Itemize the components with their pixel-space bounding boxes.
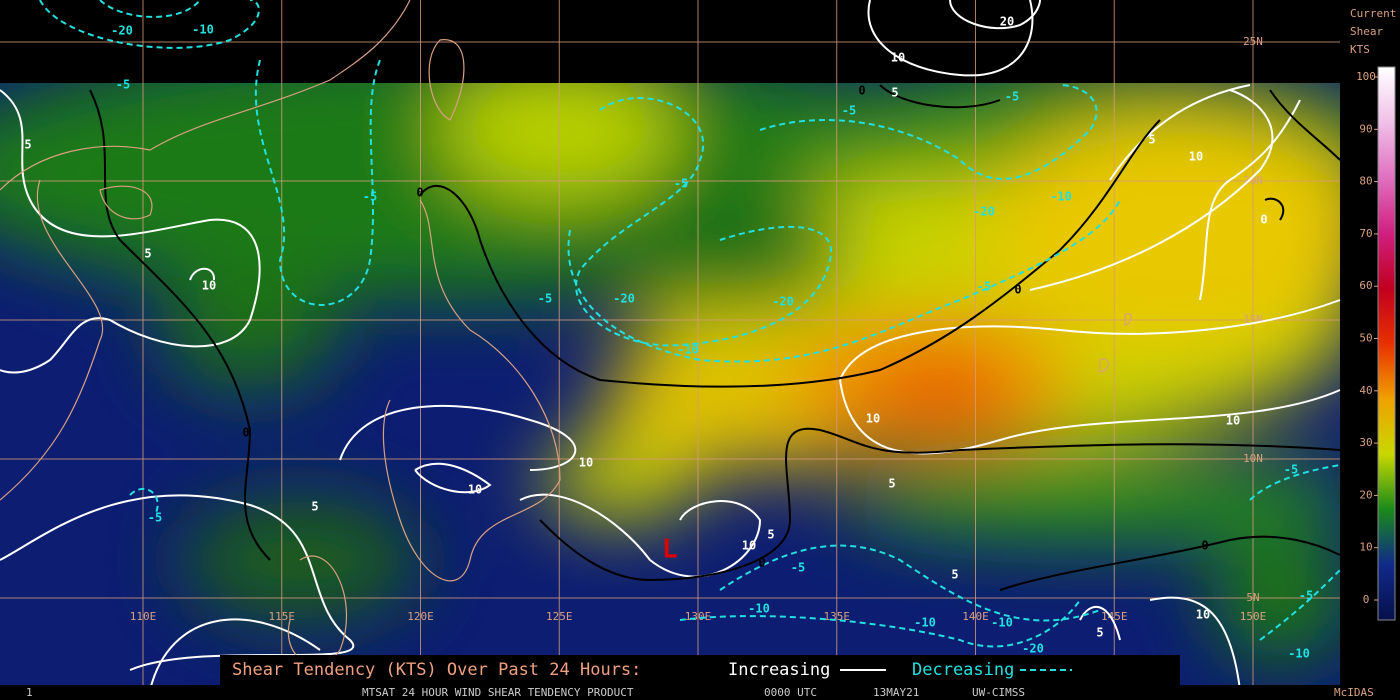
contour-label: 10: [1226, 414, 1240, 428]
contour-label: -5: [148, 511, 162, 525]
contour-label: 5: [1148, 133, 1155, 147]
product-name: MTSAT 24 HOUR WIND SHEAR TENDENCY PRODUC…: [362, 686, 634, 699]
product-source: UW-CIMSS: [972, 686, 1025, 699]
contour-label: -10: [991, 616, 1013, 630]
contour-label: 0: [1014, 283, 1021, 297]
longitude-label: 135E: [824, 610, 851, 623]
longitude-label: 140E: [962, 610, 989, 623]
contour-label: 0: [1260, 213, 1267, 227]
contour-label: 0: [416, 186, 423, 200]
contour-label: -10: [192, 23, 214, 37]
colorbar-tick-label: 10: [1359, 541, 1372, 554]
contour-label: 5: [888, 477, 895, 491]
colorbar: [1377, 66, 1396, 621]
contour-label: 0: [758, 556, 765, 570]
contour-label: 10: [891, 51, 905, 65]
contour-label: -5: [842, 104, 856, 118]
longitude-label: 120E: [407, 610, 434, 623]
footer-bar: [0, 685, 1400, 700]
colorbar-tick-label: 20: [1359, 488, 1372, 501]
colorbar-tick-label: 40: [1359, 384, 1372, 397]
longitude-label: 150E: [1240, 610, 1267, 623]
longitude-label: 130E: [685, 610, 712, 623]
contour-label: 20: [1000, 15, 1014, 29]
contour-label: 10: [742, 539, 756, 553]
contour-label: 5: [311, 500, 318, 514]
contour-label: 5: [24, 138, 31, 152]
contour-label: -5: [1284, 463, 1298, 477]
colorbar-title: KTS: [1350, 43, 1370, 56]
colorbar-title: Current: [1350, 7, 1396, 20]
contour-label: 10: [1196, 608, 1210, 622]
contour-label: 5: [767, 528, 774, 542]
colorbar-tick-label: 100: [1356, 70, 1376, 83]
colorbar-title: Shear: [1350, 25, 1383, 38]
colorbar-tick-label: 80: [1359, 175, 1372, 188]
contour-label: -10: [914, 616, 936, 630]
contours: [0, 0, 1341, 691]
contour-label: 5: [144, 247, 151, 261]
contour-label: -5: [791, 561, 805, 575]
contour-label: -10: [1050, 190, 1072, 204]
contour-label: -5: [674, 177, 688, 191]
colorbar-tick-label: 60: [1359, 279, 1372, 292]
contour-label: 10: [202, 279, 216, 293]
colorbar-tick-label: 0: [1363, 593, 1370, 606]
contour-label: -5: [977, 280, 991, 294]
contour-label: 10: [866, 412, 880, 426]
contour-label: -20: [613, 292, 635, 306]
contour-label: -5: [1299, 589, 1313, 603]
product-time: 0000 UTC: [764, 686, 817, 699]
shear-field: [0, 83, 1340, 685]
contour-label: -5: [538, 292, 552, 306]
contour-label: 5: [951, 568, 958, 582]
contour-label: 10: [1189, 150, 1203, 164]
product-date: 13MAY21: [873, 686, 919, 699]
legend-title: Shear Tendency (KTS) Over Past 24 Hours:: [232, 660, 641, 680]
colorbar-ticks: 0 10 20 30 40 50 60 70 80 90 100: [1356, 70, 1378, 606]
contour-label: 10: [468, 483, 482, 497]
contour-label: -5: [116, 78, 130, 92]
latitude-label: 5N: [1246, 591, 1259, 604]
contour-label: 0: [858, 84, 865, 98]
low-marker: L: [662, 535, 678, 565]
frame-number: 1: [26, 686, 33, 699]
contour-label: -5: [1005, 90, 1019, 104]
contour-label: -5: [363, 190, 377, 204]
contour-label: -20: [111, 24, 133, 38]
software-name: McIDAS: [1334, 686, 1374, 699]
colorbar-tick-label: 50: [1359, 332, 1372, 345]
contour-label: -10: [677, 343, 699, 357]
contour-label: 10: [579, 456, 593, 470]
colorbar-scale: [1377, 66, 1396, 621]
contour-label: -20: [1022, 642, 1044, 656]
colorbar-tick-label: 70: [1359, 227, 1372, 240]
contour-label: -10: [748, 602, 770, 616]
legend-increasing: Increasing: [728, 660, 830, 680]
contour-label: 5: [1096, 626, 1103, 640]
contour-label: 0: [242, 426, 249, 440]
longitude-label: 115E: [269, 610, 296, 623]
colorbar-tick-label: 90: [1359, 122, 1372, 135]
longitude-label: 110E: [130, 610, 157, 623]
contour-label: -20: [973, 205, 995, 219]
latitude-label: 20N: [1243, 174, 1263, 187]
contour-label: 0: [1201, 539, 1208, 553]
legend-decreasing: Decreasing: [912, 660, 1014, 680]
coastlines: [0, 0, 1132, 666]
latitude-label: 10N: [1243, 452, 1263, 465]
contour-label: -10: [1288, 647, 1310, 661]
contour-label: 5: [891, 86, 898, 100]
contour-label: -20: [772, 295, 794, 309]
latitude-label: 25N: [1243, 35, 1263, 48]
colorbar-tick-label: 30: [1359, 436, 1372, 449]
longitude-label: 125E: [546, 610, 573, 623]
